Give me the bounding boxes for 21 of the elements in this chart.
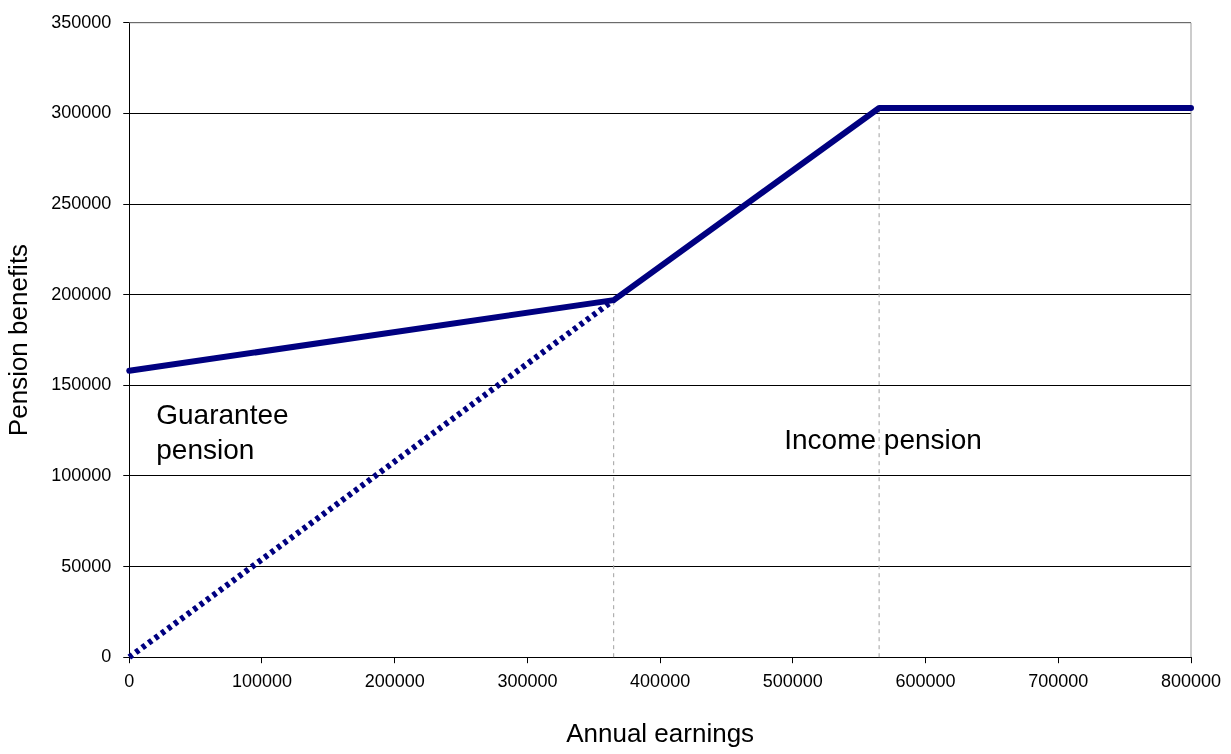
y-tick-label: 150000 <box>51 374 112 395</box>
y-tick-label: 50000 <box>61 555 112 576</box>
y-tick-label: 200000 <box>51 283 112 304</box>
y-tick-label: 100000 <box>51 464 112 485</box>
x-tick-label: 0 <box>124 670 135 691</box>
x-axis-title: Annual earnings <box>566 717 755 748</box>
y-tick-label: 350000 <box>51 11 112 32</box>
x-tick-label: 300000 <box>497 670 558 691</box>
annotation: Guarantee pension <box>156 398 289 465</box>
x-tick-label: 700000 <box>1028 670 1089 691</box>
x-tick-label: 200000 <box>364 670 425 691</box>
y-axis-title: Pension benefits <box>2 243 33 437</box>
y-tick-label: 0 <box>101 646 112 667</box>
y-tick-label: 300000 <box>51 102 112 123</box>
x-tick-label: 600000 <box>895 670 956 691</box>
x-tick-label: 400000 <box>630 670 691 691</box>
annotation: Income pension <box>784 424 982 456</box>
x-tick-label: 800000 <box>1160 670 1222 691</box>
x-tick-label: 500000 <box>762 670 823 691</box>
x-tick-label: 100000 <box>231 670 293 691</box>
y-tick-label: 250000 <box>51 193 112 214</box>
